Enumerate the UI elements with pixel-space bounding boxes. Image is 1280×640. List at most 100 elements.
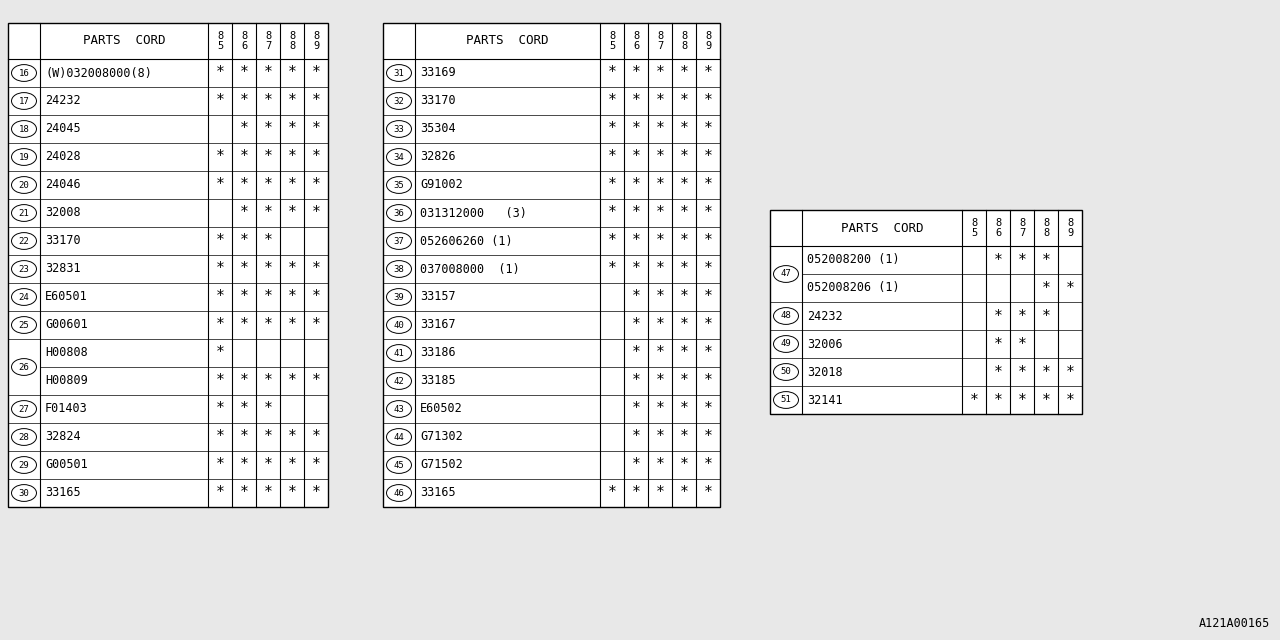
Text: 33165: 33165 [45,486,81,499]
Text: *: * [704,234,713,248]
Text: 32006: 32006 [806,337,842,351]
Text: *: * [631,289,640,305]
Text: *: * [215,262,224,276]
Text: *: * [608,234,617,248]
Text: 32826: 32826 [420,150,456,163]
Text: *: * [311,65,320,81]
Text: *: * [970,392,978,408]
Text: 19: 19 [19,152,29,161]
Text: PARTS  CORD: PARTS CORD [83,35,165,47]
Text: *: * [680,317,689,333]
Text: 8
9: 8 9 [1066,218,1073,237]
Text: PARTS  CORD: PARTS CORD [466,35,549,47]
Text: *: * [264,262,273,276]
Text: 32008: 32008 [45,207,81,220]
Text: 33167: 33167 [420,319,456,332]
Text: 23: 23 [19,264,29,273]
Text: *: * [264,150,273,164]
Text: *: * [704,262,713,276]
Text: *: * [655,177,664,193]
Text: *: * [655,262,664,276]
Text: *: * [264,317,273,333]
Text: *: * [264,374,273,388]
Text: *: * [655,150,664,164]
Text: *: * [704,374,713,388]
Text: 24028: 24028 [45,150,81,163]
Ellipse shape [773,392,799,408]
Text: 33170: 33170 [420,95,456,108]
Text: *: * [680,205,689,221]
Ellipse shape [387,93,411,109]
Text: PARTS  CORD: PARTS CORD [841,221,923,234]
Bar [383,23,719,507]
Ellipse shape [12,456,37,474]
Text: *: * [239,65,248,81]
Ellipse shape [773,364,799,380]
Text: *: * [239,374,248,388]
Text: 25: 25 [19,321,29,330]
Ellipse shape [773,335,799,353]
Ellipse shape [387,289,411,305]
Ellipse shape [12,148,37,165]
Text: *: * [680,65,689,81]
Text: *: * [655,346,664,360]
Text: *: * [1018,392,1027,408]
Text: *: * [1066,365,1074,380]
Text: *: * [288,205,297,221]
Text: *: * [631,346,640,360]
Text: 40: 40 [394,321,404,330]
Text: 8
6: 8 6 [241,31,247,51]
Text: *: * [993,392,1002,408]
Text: 8
8: 8 8 [681,31,687,51]
Text: E60501: E60501 [45,291,88,303]
Text: *: * [655,486,664,500]
Text: *: * [680,289,689,305]
Text: *: * [288,458,297,472]
Ellipse shape [773,308,799,324]
Text: 30: 30 [19,488,29,497]
Text: 8
6: 8 6 [995,218,1001,237]
Text: E60502: E60502 [420,403,463,415]
Text: *: * [680,234,689,248]
Text: *: * [239,458,248,472]
Text: 51: 51 [781,396,791,404]
Text: *: * [215,401,224,417]
Text: G91002: G91002 [420,179,463,191]
Text: *: * [631,122,640,136]
Text: 38: 38 [394,264,404,273]
Text: 48: 48 [781,312,791,321]
Text: *: * [215,429,224,445]
Text: 27: 27 [19,404,29,413]
Text: *: * [608,65,617,81]
Text: *: * [239,429,248,445]
Text: *: * [311,289,320,305]
Text: *: * [680,401,689,417]
Text: *: * [288,429,297,445]
Ellipse shape [387,456,411,474]
Text: (W)032008000(8): (W)032008000(8) [45,67,152,79]
Text: *: * [239,177,248,193]
Ellipse shape [387,484,411,501]
Text: *: * [215,65,224,81]
Ellipse shape [12,65,37,81]
Text: *: * [215,234,224,248]
Text: G00601: G00601 [45,319,88,332]
Bar [8,23,328,507]
Text: 28: 28 [19,433,29,442]
Text: 052008206 (1): 052008206 (1) [806,282,900,294]
Text: *: * [631,429,640,445]
Text: *: * [1042,308,1051,323]
Ellipse shape [387,317,411,333]
Text: *: * [264,429,273,445]
Text: *: * [993,337,1002,351]
Ellipse shape [12,232,37,250]
Text: 41: 41 [394,349,404,358]
Text: *: * [680,93,689,109]
Text: *: * [288,177,297,193]
Text: *: * [993,365,1002,380]
Ellipse shape [387,120,411,138]
Ellipse shape [12,317,37,333]
Text: F01403: F01403 [45,403,88,415]
Text: *: * [680,122,689,136]
Text: 8
6: 8 6 [632,31,639,51]
